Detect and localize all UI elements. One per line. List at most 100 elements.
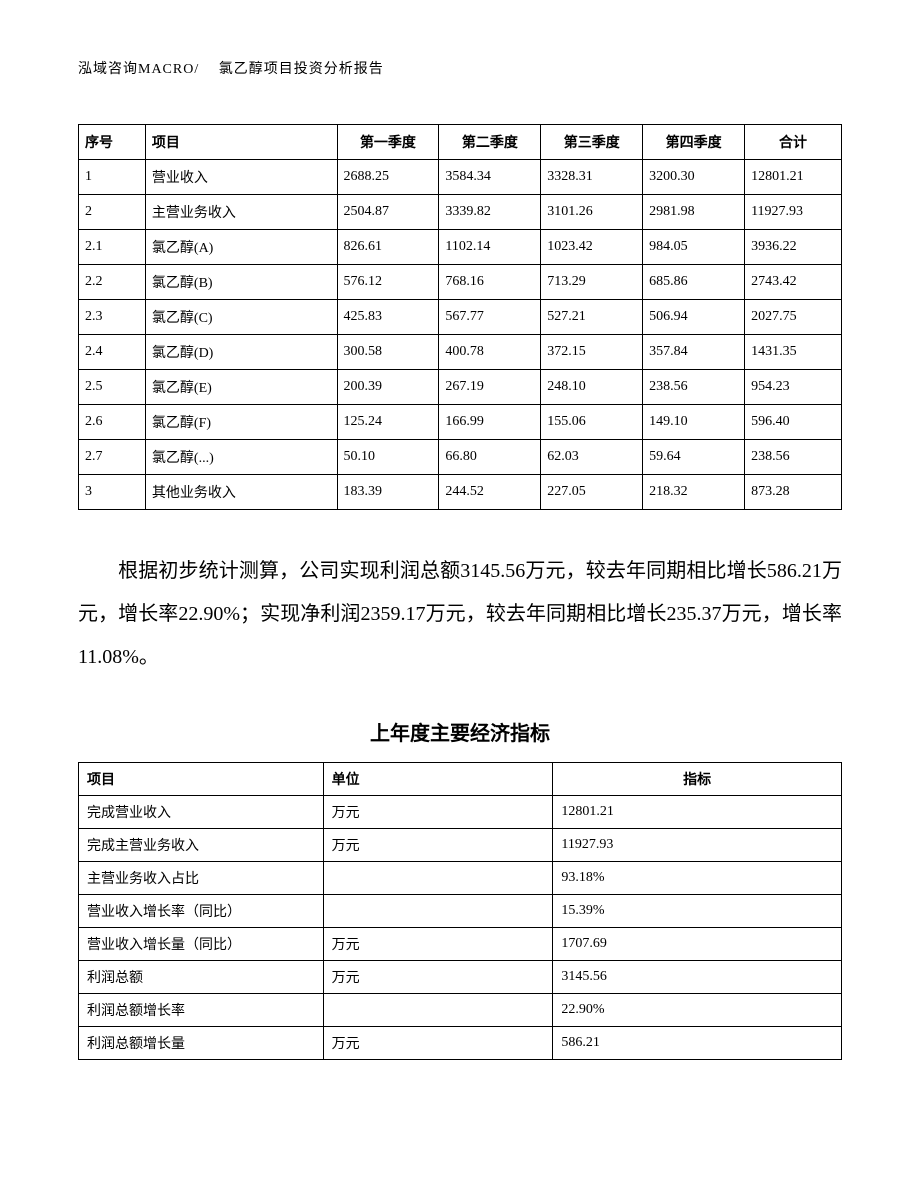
table-row: 完成营业收入万元12801.21 (79, 796, 842, 829)
table-cell: 利润总额增长量 (79, 1027, 324, 1060)
table-cell: 3200.30 (643, 160, 745, 195)
table-row: 营业收入增长量（同比）万元1707.69 (79, 928, 842, 961)
table-row: 2.7氯乙醇(...)50.1066.8062.0359.64238.56 (79, 440, 842, 475)
table-cell: 营业收入增长量（同比） (79, 928, 324, 961)
table-cell: 372.15 (541, 335, 643, 370)
table-cell: 238.56 (745, 440, 842, 475)
table-cell: 1102.14 (439, 230, 541, 265)
table-cell: 183.39 (337, 475, 439, 510)
table-cell (323, 895, 553, 928)
table-cell: 2.4 (79, 335, 146, 370)
table-cell: 300.58 (337, 335, 439, 370)
table-cell: 248.10 (541, 370, 643, 405)
table-row: 利润总额增长量万元586.21 (79, 1027, 842, 1060)
col-seq: 序号 (79, 125, 146, 160)
table-row: 2.6氯乙醇(F)125.24166.99155.06149.10596.40 (79, 405, 842, 440)
table-cell: 2.6 (79, 405, 146, 440)
table-cell: 527.21 (541, 300, 643, 335)
table-cell: 万元 (323, 928, 553, 961)
col-q4: 第四季度 (643, 125, 745, 160)
table-cell: 11927.93 (553, 829, 842, 862)
table-cell: 954.23 (745, 370, 842, 405)
table-cell: 完成主营业务收入 (79, 829, 324, 862)
table-cell: 596.40 (745, 405, 842, 440)
table-cell: 万元 (323, 829, 553, 862)
table-cell: 1707.69 (553, 928, 842, 961)
table-cell: 713.29 (541, 265, 643, 300)
col-unit: 单位 (323, 763, 553, 796)
table-cell: 万元 (323, 961, 553, 994)
table-cell: 其他业务收入 (145, 475, 337, 510)
table-cell: 2.1 (79, 230, 146, 265)
table-row: 2.3氯乙醇(C)425.83567.77527.21506.942027.75 (79, 300, 842, 335)
table-cell: 506.94 (643, 300, 745, 335)
col-q2: 第二季度 (439, 125, 541, 160)
table-row: 2.4氯乙醇(D)300.58400.78372.15357.841431.35 (79, 335, 842, 370)
table-cell: 149.10 (643, 405, 745, 440)
table-cell: 氯乙醇(B) (145, 265, 337, 300)
table-cell: 12801.21 (745, 160, 842, 195)
table-cell: 利润总额 (79, 961, 324, 994)
table-cell: 586.21 (553, 1027, 842, 1060)
summary-paragraph: 根据初步统计测算，公司实现利润总额3145.56万元，较去年同期相比增长586.… (78, 550, 842, 679)
table-row: 3其他业务收入183.39244.52227.05218.32873.28 (79, 475, 842, 510)
table-cell: 357.84 (643, 335, 745, 370)
table-cell (323, 862, 553, 895)
table-cell: 12801.21 (553, 796, 842, 829)
table-cell: 氯乙醇(D) (145, 335, 337, 370)
table-cell: 267.19 (439, 370, 541, 405)
table-cell: 59.64 (643, 440, 745, 475)
table-cell: 685.86 (643, 265, 745, 300)
table-row: 2.1氯乙醇(A)826.611102.141023.42984.053936.… (79, 230, 842, 265)
table-cell: 氯乙醇(...) (145, 440, 337, 475)
table-cell: 2.5 (79, 370, 146, 405)
table-cell: 营业收入增长率（同比） (79, 895, 324, 928)
table-cell: 826.61 (337, 230, 439, 265)
table-cell: 氯乙醇(A) (145, 230, 337, 265)
table-cell: 3936.22 (745, 230, 842, 265)
table-cell: 3328.31 (541, 160, 643, 195)
table-cell: 768.16 (439, 265, 541, 300)
table-row: 利润总额增长率 22.90% (79, 994, 842, 1027)
table-cell: 2.3 (79, 300, 146, 335)
table-cell: 1023.42 (541, 230, 643, 265)
table-cell: 2504.87 (337, 195, 439, 230)
table-cell: 22.90% (553, 994, 842, 1027)
table-cell: 3145.56 (553, 961, 842, 994)
table-cell: 62.03 (541, 440, 643, 475)
table-cell: 1431.35 (745, 335, 842, 370)
table-header-row: 序号 项目 第一季度 第二季度 第三季度 第四季度 合计 (79, 125, 842, 160)
table-cell: 万元 (323, 796, 553, 829)
table-row: 营业收入增长率（同比）15.39% (79, 895, 842, 928)
summary-text: 根据初步统计测算，公司实现利润总额3145.56万元，较去年同期相比增长586.… (78, 560, 842, 668)
table-cell: 万元 (323, 1027, 553, 1060)
table-cell: 66.80 (439, 440, 541, 475)
table-cell: 567.77 (439, 300, 541, 335)
table-row: 主营业务收入占比93.18% (79, 862, 842, 895)
table-row: 利润总额万元3145.56 (79, 961, 842, 994)
table-cell: 2 (79, 195, 146, 230)
table-row: 2主营业务收入2504.873339.823101.262981.9811927… (79, 195, 842, 230)
table-cell: 3584.34 (439, 160, 541, 195)
table-header-row: 项目 单位 指标 (79, 763, 842, 796)
table-row: 完成主营业务收入万元11927.93 (79, 829, 842, 862)
table-cell: 2.2 (79, 265, 146, 300)
col-total: 合计 (745, 125, 842, 160)
table-cell: 425.83 (337, 300, 439, 335)
table-cell: 125.24 (337, 405, 439, 440)
col-q1: 第一季度 (337, 125, 439, 160)
table-cell: 利润总额增长率 (79, 994, 324, 1027)
table-cell (323, 994, 553, 1027)
table-row: 2.2氯乙醇(B)576.12768.16713.29685.862743.42 (79, 265, 842, 300)
table-cell: 238.56 (643, 370, 745, 405)
table-cell: 2743.42 (745, 265, 842, 300)
table-cell: 氯乙醇(C) (145, 300, 337, 335)
table-cell: 400.78 (439, 335, 541, 370)
table-cell: 984.05 (643, 230, 745, 265)
page-header: 泓域咨询MACRO/ 氯乙醇项目投资分析报告 (78, 58, 842, 78)
col-value: 指标 (553, 763, 842, 796)
table-cell: 氯乙醇(F) (145, 405, 337, 440)
col-item: 项目 (79, 763, 324, 796)
table-row: 2.5氯乙醇(E)200.39267.19248.10238.56954.23 (79, 370, 842, 405)
table-cell: 氯乙醇(E) (145, 370, 337, 405)
